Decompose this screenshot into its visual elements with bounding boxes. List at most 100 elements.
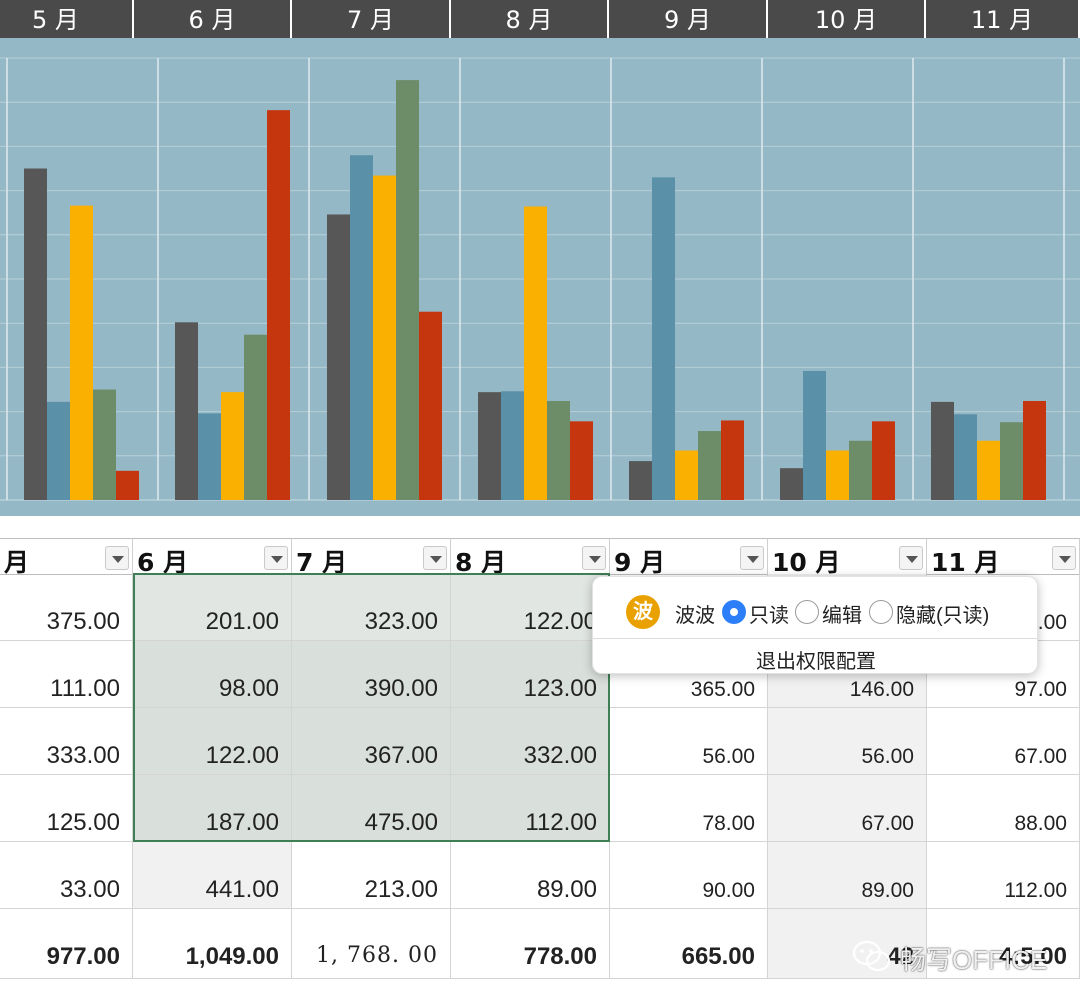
column-header-3[interactable]: 8 月 bbox=[451, 538, 610, 577]
cell[interactable]: 333.00 bbox=[0, 708, 133, 775]
bar-chart bbox=[0, 38, 1080, 516]
bar-month-6-series-2 bbox=[198, 413, 221, 500]
cell[interactable]: 125.00 bbox=[0, 775, 133, 842]
radio-edit[interactable] bbox=[795, 600, 819, 624]
exit-permission-button[interactable]: 退出权限配置 bbox=[756, 651, 876, 673]
cell[interactable]: 78.00 bbox=[610, 775, 768, 842]
bar-month-10-series-4 bbox=[849, 440, 872, 500]
month-header-9: 9 月 bbox=[609, 0, 768, 38]
column-header-6[interactable]: 11 月 bbox=[927, 538, 1080, 577]
cell[interactable]: 56.00 bbox=[610, 708, 768, 775]
bar-month-7-series-2 bbox=[350, 155, 373, 500]
month-header-10: 10 月 bbox=[768, 0, 926, 38]
total-cell[interactable]: 778.00 bbox=[451, 909, 610, 979]
month-header-7: 7 月 bbox=[292, 0, 451, 38]
bar-month-7-series-1 bbox=[327, 214, 350, 500]
total-cell[interactable]: 665.00 bbox=[610, 909, 768, 979]
bar-month-6-series-3 bbox=[221, 392, 244, 500]
filter-dropdown-icon[interactable] bbox=[740, 546, 764, 570]
cell[interactable]: 90.00 bbox=[610, 842, 768, 909]
cell[interactable]: 122.00 bbox=[133, 708, 292, 775]
filter-dropdown-icon[interactable] bbox=[1052, 546, 1076, 570]
bar-month-11-series-1 bbox=[931, 401, 954, 500]
cell[interactable]: 201.00 bbox=[133, 574, 292, 641]
cell[interactable]: 88.00 bbox=[927, 775, 1080, 842]
column-header-2[interactable]: 7 月 bbox=[292, 538, 451, 577]
cell[interactable]: 89.00 bbox=[768, 842, 927, 909]
total-cell[interactable]: 977.00 bbox=[0, 909, 133, 979]
filter-dropdown-icon[interactable] bbox=[105, 546, 129, 570]
column-header-label: 8 月 bbox=[455, 548, 507, 577]
radio-edit-label[interactable]: 编辑 bbox=[822, 605, 862, 627]
month-header-8: 8 月 bbox=[451, 0, 609, 38]
bar-month-6-series-4 bbox=[244, 334, 267, 500]
cell[interactable]: 213.00 bbox=[292, 842, 451, 909]
chart-sheet-gap bbox=[0, 516, 1080, 538]
bar-month-8-series-5 bbox=[570, 421, 593, 500]
bar-month-5-series-5 bbox=[116, 470, 139, 500]
cell[interactable]: 332.00 bbox=[451, 708, 610, 775]
cell[interactable]: 112.00 bbox=[451, 775, 610, 842]
radio-hidden-label[interactable]: 隐藏(只读) bbox=[896, 605, 990, 627]
column-header-5[interactable]: 10 月 bbox=[768, 538, 927, 577]
cell[interactable]: 67.00 bbox=[768, 775, 927, 842]
cell[interactable]: 56.00 bbox=[768, 708, 927, 775]
total-cell[interactable]: 42 bbox=[768, 909, 927, 979]
cell[interactable]: 98.00 bbox=[133, 641, 292, 708]
column-header-label: 月 bbox=[4, 548, 30, 577]
cell[interactable]: 33.00 bbox=[0, 842, 133, 909]
bar-month-10-series-3 bbox=[826, 450, 849, 500]
cell[interactable]: 67.00 bbox=[927, 708, 1080, 775]
permission-popup: 波 波波 只读 编辑 隐藏(只读) 退出权限配置 bbox=[592, 576, 1038, 674]
column-header-1[interactable]: 6 月 bbox=[133, 538, 292, 577]
radio-hidden[interactable] bbox=[869, 600, 893, 624]
radio-readonly-label[interactable]: 只读 bbox=[749, 605, 789, 627]
total-cell[interactable]: 1,049.00 bbox=[133, 909, 292, 979]
column-header-4[interactable]: 9 月 bbox=[610, 538, 768, 577]
cell[interactable]: 112.00 bbox=[927, 842, 1080, 909]
cell[interactable]: 441.00 bbox=[133, 842, 292, 909]
bar-month-11-series-2 bbox=[954, 414, 977, 500]
cell[interactable]: 390.00 bbox=[292, 641, 451, 708]
user-name: 波波 bbox=[675, 605, 715, 627]
cell[interactable]: 375.00 bbox=[0, 574, 133, 641]
filter-dropdown-icon[interactable] bbox=[423, 546, 447, 570]
bar-month-9-series-5 bbox=[721, 420, 744, 500]
filter-dropdown-icon[interactable] bbox=[899, 546, 923, 570]
bar-month-11-series-4 bbox=[1000, 422, 1023, 500]
bar-month-9-series-4 bbox=[698, 431, 721, 500]
bar-month-11-series-3 bbox=[977, 440, 1000, 500]
bar-month-9-series-1 bbox=[629, 461, 652, 500]
cell[interactable]: 122.00 bbox=[451, 574, 610, 641]
user-avatar: 波 bbox=[626, 595, 660, 629]
column-header-label: 10 月 bbox=[772, 548, 841, 577]
bar-month-9-series-2 bbox=[652, 177, 675, 500]
column-header-label: 6 月 bbox=[137, 548, 189, 577]
column-header-label: 7 月 bbox=[296, 548, 348, 577]
bar-month-8-series-1 bbox=[478, 392, 501, 500]
column-header-0[interactable]: 月 bbox=[0, 538, 133, 577]
cell[interactable]: 323.00 bbox=[292, 574, 451, 641]
watermark-text: 畅写OFFICE bbox=[900, 945, 1048, 975]
cell[interactable]: 475.00 bbox=[292, 775, 451, 842]
cell[interactable]: 111.00 bbox=[0, 641, 133, 708]
bar-month-6-series-5 bbox=[267, 110, 290, 500]
bar-month-10-series-1 bbox=[780, 468, 803, 500]
filter-dropdown-icon[interactable] bbox=[264, 546, 288, 570]
bar-month-7-series-4 bbox=[396, 80, 419, 500]
cell[interactable]: 365.00 bbox=[610, 641, 768, 708]
column-header-label: 9 月 bbox=[614, 548, 666, 577]
spreadsheet: 月 6 月 7 月 8 月 9 月 10 月 11 月 375.00 201.00 323.00… bbox=[0, 538, 1080, 1002]
total-cell[interactable]: 1, 768. 00 bbox=[292, 909, 451, 979]
wechat-logo-icon bbox=[852, 940, 891, 972]
cell[interactable]: 187.00 bbox=[133, 775, 292, 842]
bar-month-5-series-4 bbox=[93, 389, 116, 500]
cell[interactable]: 89.00 bbox=[451, 842, 610, 909]
cell[interactable]: 123.00 bbox=[451, 641, 610, 708]
bar-month-7-series-3 bbox=[373, 175, 396, 500]
radio-readonly[interactable] bbox=[722, 600, 746, 624]
filter-dropdown-icon[interactable] bbox=[582, 546, 606, 570]
cell[interactable]: 367.00 bbox=[292, 708, 451, 775]
column-header-label: 11 月 bbox=[931, 548, 1000, 577]
bar-month-8-series-2 bbox=[501, 391, 524, 500]
